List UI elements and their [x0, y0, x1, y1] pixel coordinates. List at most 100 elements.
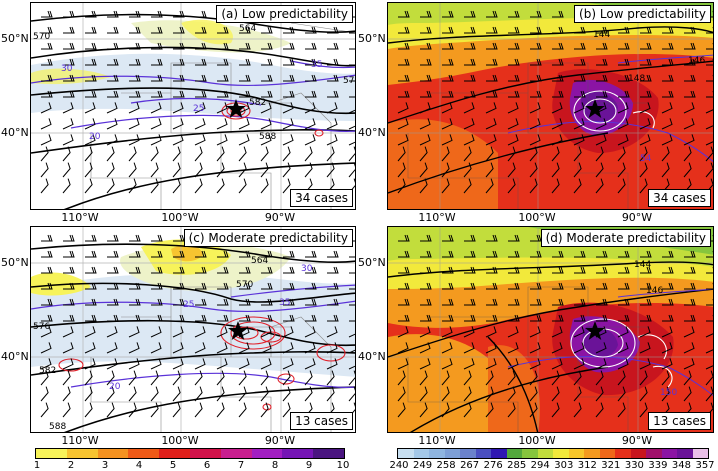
- wind-barb: [349, 96, 355, 98]
- wind-barb: [172, 118, 184, 130]
- wind-barb: [349, 304, 355, 306]
- wind-barb: [485, 146, 494, 162]
- wind-barb: [85, 26, 97, 34]
- wind-barb: [217, 282, 229, 290]
- wind-barb: [529, 402, 538, 418]
- wind-barb: [419, 386, 428, 402]
- wind-barb: [618, 58, 630, 66]
- wind-barb: [442, 58, 454, 66]
- wind-barb: [573, 370, 582, 386]
- panel-d: 144 146 150 (d) Moderate predictability …: [387, 226, 714, 433]
- wind-barb: [639, 402, 648, 418]
- wind-barb: [84, 386, 93, 402]
- wind-barb: [529, 326, 541, 338]
- wind-barb: [618, 314, 630, 322]
- wind-barb: [683, 326, 695, 338]
- wind-barb: [639, 326, 651, 338]
- wind-barb: [216, 162, 225, 178]
- wind-barb: [129, 298, 141, 306]
- wind-barb: [551, 162, 560, 178]
- wind-barb: [106, 358, 118, 370]
- wind-barb: [41, 74, 53, 82]
- wind-barb: [282, 342, 294, 354]
- wind-barb: [529, 102, 541, 114]
- colorbar-swatch: [220, 449, 252, 458]
- wind-barb: [217, 58, 229, 66]
- wind-barb: [40, 134, 52, 146]
- wind-barb: [618, 266, 630, 274]
- wind-barb: [486, 266, 498, 274]
- wind-barb: [617, 370, 626, 386]
- lon-label: 110°W: [418, 434, 456, 447]
- wind-barb: [172, 326, 184, 338]
- wind-barb: [574, 250, 586, 258]
- wind-barb: [129, 26, 141, 34]
- wind-barb: [107, 250, 119, 258]
- wind-barb: [326, 358, 338, 370]
- wind-barb: [486, 282, 498, 290]
- wind-barb: [194, 342, 206, 354]
- lat-label: 40°N: [358, 350, 386, 363]
- wind-barb: [304, 134, 316, 146]
- colorbar-tick-label: 330: [624, 460, 644, 471]
- wind-barb: [40, 358, 52, 370]
- wind-barb: [217, 250, 229, 258]
- contour-label: 146: [646, 286, 663, 296]
- wind-barb: [529, 146, 538, 162]
- colorbar-swatch: [189, 449, 221, 458]
- wind-barb: [63, 58, 75, 66]
- lon-label: 100°W: [518, 211, 556, 224]
- wind-barb: [129, 282, 141, 290]
- wind-barb: [238, 102, 250, 114]
- wind-barb: [463, 118, 475, 130]
- wind-barb: [217, 42, 229, 50]
- wind-barb: [618, 250, 630, 258]
- wind-barb: [84, 358, 96, 370]
- wind-barb: [326, 326, 338, 338]
- wind-barb: [305, 250, 317, 258]
- wind-barb: [530, 58, 542, 66]
- wind-barb: [327, 58, 339, 66]
- wind-barb: [129, 10, 141, 18]
- contour-label: 20: [89, 132, 101, 142]
- wind-barb: [107, 314, 119, 322]
- wind-barb: [85, 298, 97, 306]
- colorbar-swatch: [599, 449, 615, 458]
- wind-barb: [573, 146, 582, 162]
- wind-barb: [151, 282, 163, 290]
- colorbar-swatch: [398, 449, 414, 458]
- wind-barb: [397, 102, 409, 114]
- wind-barb: [348, 109, 355, 114]
- wind-barb: [260, 342, 272, 354]
- wind-barb: [595, 342, 607, 354]
- wind-barb: [508, 42, 520, 50]
- panel-title: (a) Low predictability: [216, 5, 353, 23]
- wind-barb: [508, 266, 520, 274]
- wind-barb: [84, 162, 93, 178]
- star-icon: [585, 321, 605, 340]
- wind-barb: [486, 42, 498, 50]
- case-count: 34 cases: [290, 189, 353, 207]
- wind-barb: [327, 42, 339, 50]
- wind-barb: [595, 358, 607, 370]
- wind-barb: [216, 370, 225, 386]
- wind-barb: [260, 146, 269, 162]
- wind-barb: [398, 90, 410, 98]
- wind-barb: [305, 298, 317, 306]
- wind-barb: [420, 58, 432, 66]
- wind-barb: [662, 282, 674, 290]
- wind-barb: [327, 26, 339, 34]
- wind-barb: [151, 314, 163, 322]
- wind-barb: [260, 162, 269, 178]
- wind-barb: [85, 250, 97, 258]
- wind-barb: [216, 146, 225, 162]
- wind-barb: [508, 10, 520, 18]
- wind-barb: [397, 386, 406, 402]
- wind-barb: [486, 74, 498, 82]
- wind-barb: [62, 386, 71, 402]
- wind-barb: [150, 386, 159, 402]
- wind-barb: [706, 283, 713, 290]
- wind-barb: [397, 326, 409, 338]
- wind-barb: [305, 74, 317, 82]
- colorbar-tick-label: 2: [67, 460, 75, 471]
